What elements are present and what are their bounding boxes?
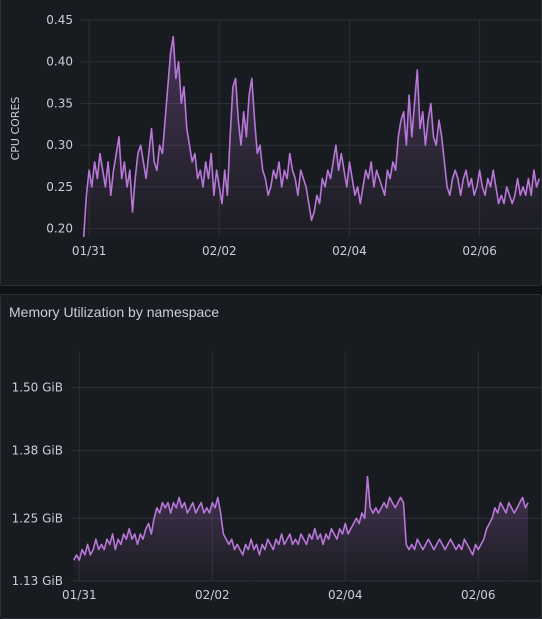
- x-tick-label: 02/06: [462, 244, 497, 258]
- x-tick-label: 02/06: [461, 588, 496, 602]
- y-tick-label: 1.13 GiB: [12, 574, 63, 588]
- memory-utilization-panel: Memory Utilization by namespace 1.13 GiB…: [0, 294, 542, 619]
- x-tick-label: 02/02: [202, 244, 237, 258]
- y-tick-label: 0.30: [46, 138, 73, 152]
- y-tick-label: 0.35: [46, 96, 73, 110]
- y-tick-label: 0.20: [46, 222, 73, 236]
- series-line: [82, 35, 541, 238]
- x-tick-label: 02/02: [195, 588, 230, 602]
- x-tick-label: 02/04: [328, 588, 363, 602]
- series-area: [83, 36, 540, 238]
- cpu-usage-panel: 0.20 0.25 0.30 0.35 0.40 0.45 01/31 02/02 02/04 0…: [0, 0, 542, 286]
- panel-title: Memory Utilization by namespace: [9, 304, 220, 320]
- series-line: [73, 475, 529, 561]
- y-tick-label: 1.38 GiB: [12, 443, 63, 457]
- y-tick-label: 0.40: [46, 55, 73, 69]
- y-tick-label: 1.25 GiB: [12, 511, 63, 525]
- y-tick-label: 0.25: [46, 180, 73, 194]
- x-tick-label: 01/31: [72, 244, 107, 258]
- x-tick-label: 01/31: [62, 588, 97, 602]
- memory-utilization-chart: 1.13 GiB 1.25 GiB 1.38 GiB 1.50 GiB 01/31 02/…: [12, 351, 541, 602]
- y-tick-label: 0.45: [46, 13, 73, 27]
- x-tick-label: 02/04: [332, 244, 367, 258]
- y-tick-label: 1.50 GiB: [12, 381, 63, 395]
- cpu-usage-chart: 0.20 0.25 0.30 0.35 0.40 0.45 01/31 02/02 02/04 0…: [9, 13, 541, 258]
- series-area: [73, 476, 529, 581]
- y-axis-title: CPU CORES: [9, 97, 22, 161]
